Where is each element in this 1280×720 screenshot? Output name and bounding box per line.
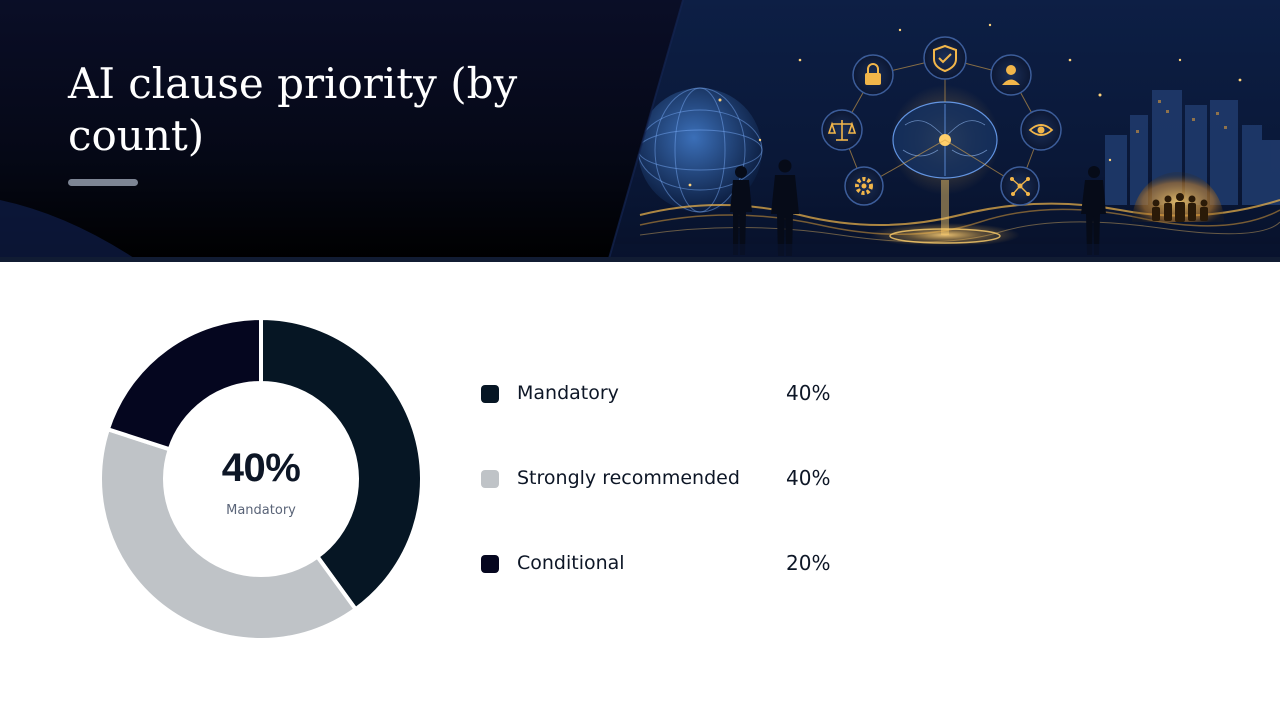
donut-slice-conditional — [105, 318, 263, 452]
network-icon — [1000, 166, 1040, 206]
header-banner: AI clause priority (by count) — [0, 0, 1280, 262]
legend-value: 40% — [786, 381, 831, 405]
donut-slice-strongly-recommended — [100, 427, 358, 640]
people-dome — [1132, 172, 1224, 222]
shield-check-icon — [923, 36, 967, 80]
legend-label: Conditional — [517, 552, 625, 574]
legend-label: Strongly recommended — [517, 467, 740, 489]
legend-label: Mandatory — [517, 382, 619, 404]
donut-chart-svg — [100, 318, 422, 640]
eye-icon — [1020, 109, 1062, 151]
header-bottom-rule — [0, 257, 1280, 262]
legend-swatch — [481, 470, 499, 488]
donut-slice-mandatory — [259, 318, 422, 612]
donut-center-label: Mandatory — [226, 503, 296, 518]
legend-item-mandatory: Mandatory 40% — [480, 370, 860, 455]
globe-icon — [637, 87, 763, 213]
legend-item-conditional: Conditional 20% — [480, 540, 860, 625]
legend-item-strongly-recommended: Strongly recommended 40% — [480, 455, 860, 540]
gear-icon — [844, 166, 884, 206]
legend-swatch — [481, 555, 499, 573]
title-underline — [68, 179, 138, 186]
page-title: AI clause priority (by count) — [68, 59, 518, 160]
legend-value: 20% — [786, 551, 831, 575]
user-icon — [990, 54, 1032, 96]
header-illustration — [0, 0, 1280, 262]
legend-value: 40% — [786, 466, 831, 490]
lock-icon — [852, 54, 894, 96]
donut-center-value: 40% — [221, 446, 301, 490]
donut-chart: 40% Mandatory — [100, 318, 422, 640]
legend-swatch — [481, 385, 499, 403]
people-silhouettes — [730, 159, 1106, 256]
chart-legend: Mandatory 40% Strongly recommended 40% C… — [480, 370, 860, 625]
scales-icon — [821, 109, 863, 151]
